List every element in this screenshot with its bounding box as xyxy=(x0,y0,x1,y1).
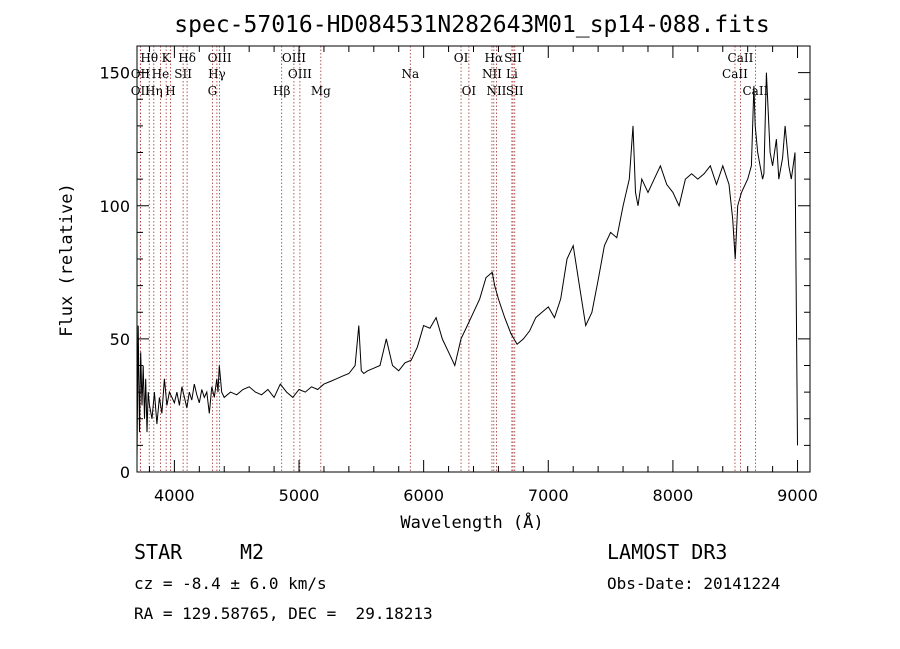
y-tick-label-0: 0 xyxy=(120,463,130,482)
x-tick-label-4: 8000 xyxy=(653,486,694,505)
marker-label-27: CaII xyxy=(742,84,768,98)
marker-label-12: Hβ xyxy=(273,84,290,98)
object-subclass: M2 xyxy=(240,540,265,564)
x-tick-label-0: 4000 xyxy=(154,486,195,505)
survey-name: LAMOST DR3 xyxy=(607,540,728,564)
plot-frame xyxy=(136,45,811,473)
marker-label-23: Li xyxy=(506,67,518,81)
marker-label-18: OI xyxy=(462,84,477,98)
spectrum-line xyxy=(136,72,798,459)
marker-label-14: OIII xyxy=(288,67,312,81)
x-axis-label: Wavelength (Å) xyxy=(400,511,543,533)
marker-label-20: NII xyxy=(482,67,502,81)
marker-label-11: G xyxy=(208,84,218,98)
coordinates: RA = 129.58765, DEC = 29.18213 xyxy=(134,604,433,623)
marker-label-22: SII xyxy=(504,51,522,65)
marker-label-7: SII xyxy=(174,67,192,81)
marker-label-21: NII xyxy=(486,84,506,98)
marker-label-17: OI xyxy=(454,51,469,65)
marker-label-4: Hη xyxy=(145,84,163,98)
marker-label-15: Mg xyxy=(311,84,331,98)
marker-label-3: He xyxy=(152,67,170,81)
marker-label-1: OII xyxy=(131,67,151,81)
obs-date: Obs-Date: 20141224 xyxy=(607,574,781,593)
marker-label-6: H xyxy=(165,84,175,98)
marker-label-0: Hθ xyxy=(140,51,158,65)
y-tick-label-1: 50 xyxy=(110,330,130,349)
x-tick-label-2: 6000 xyxy=(403,486,444,505)
x-tick-label-5: 9000 xyxy=(777,486,818,505)
chart-title: spec-57016-HD084531N282643M01_sp14-088.f… xyxy=(174,12,769,38)
marker-label-19: Hα xyxy=(485,51,504,65)
y-tick-label-2: 100 xyxy=(99,197,130,216)
object-type: STAR xyxy=(134,540,183,564)
y-axis-ticks: 0 50 100 150 xyxy=(99,64,810,482)
marker-label-10: Hγ xyxy=(208,67,226,81)
marker-label-25: CaII xyxy=(728,51,754,65)
marker-label-24: SII xyxy=(506,84,524,98)
x-tick-label-1: 5000 xyxy=(279,486,320,505)
marker-label-26: CaII xyxy=(722,67,748,81)
y-axis-label: Flux (relative) xyxy=(57,183,77,337)
marker-label-8: Hδ xyxy=(178,51,196,65)
x-axis-ticks: 4000 5000 6000 7000 8000 9000 xyxy=(148,46,818,505)
marker-label-2: OII xyxy=(131,84,151,98)
marker-label-16: Na xyxy=(401,67,419,81)
line-markers xyxy=(139,46,756,472)
x-tick-label-3: 7000 xyxy=(528,486,569,505)
marker-label-13: OIII xyxy=(282,51,306,65)
marker-label-5: K xyxy=(162,51,172,65)
marker-label-9: OIII xyxy=(208,51,232,65)
redshift-cz: cz = -8.4 ± 6.0 km/s xyxy=(134,574,327,593)
y-tick-label-3: 150 xyxy=(99,64,130,83)
